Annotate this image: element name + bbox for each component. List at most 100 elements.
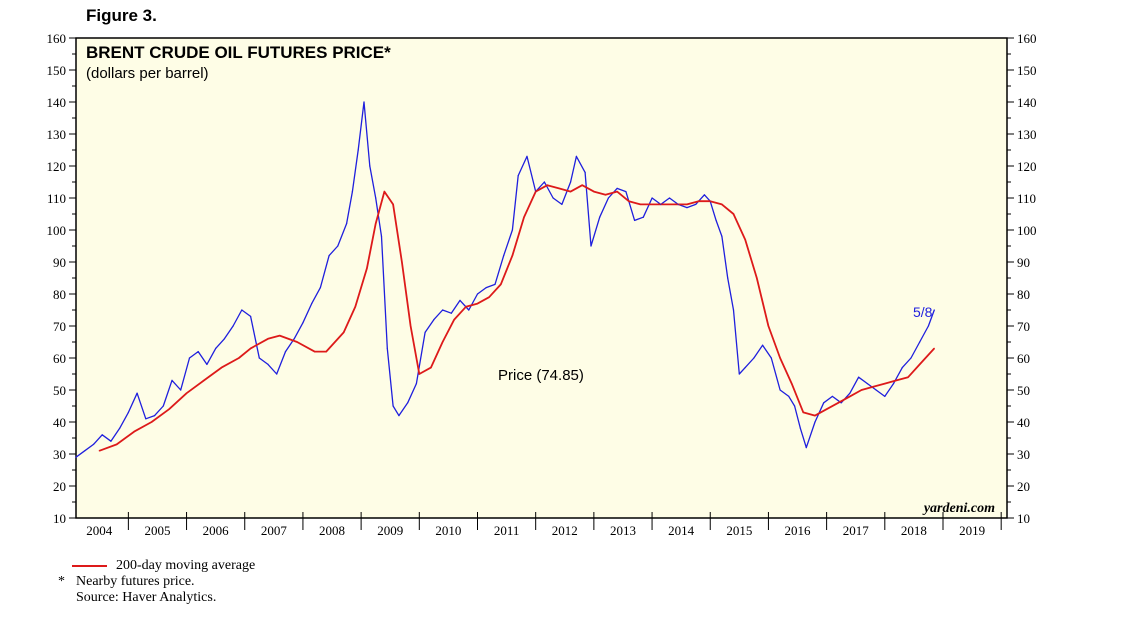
price-point [258,357,260,359]
price-point [441,309,444,311]
y-tick-label-left: 20 [53,479,66,494]
price-point [753,357,755,359]
ma-point [296,341,298,343]
price-point [92,443,95,445]
price-point [241,309,243,311]
x-tick-label: 2010 [435,523,461,538]
ma-point [721,203,723,205]
price-point [849,392,851,394]
ma-point [558,187,560,189]
ma-point [686,203,688,205]
price-point [503,255,505,257]
price-point [668,197,671,199]
ma-point [651,203,653,205]
ma-point [249,347,252,349]
ma-point [168,408,170,410]
ma-point [267,338,269,340]
price-point [642,216,644,218]
price-point [607,197,610,199]
y-tick-label-left: 120 [47,159,67,174]
price-point [517,175,519,177]
price-point [476,293,479,295]
price-point [933,309,935,311]
price-point [794,405,796,407]
x-tick-label: 2018 [901,523,927,538]
ma-point [133,431,135,433]
ma-point [872,386,874,388]
price-point [494,283,496,285]
price-point [351,191,353,193]
y-tick-label-right: 70 [1017,319,1030,334]
ma-point [593,191,595,193]
price-point [677,203,679,205]
figure-label: Figure 3. [86,6,157,25]
ma-point [639,203,642,205]
y-tick-label-right: 80 [1017,287,1030,302]
price-point [686,207,688,209]
price-point [171,379,173,381]
ma-point [354,306,356,308]
price-point [910,357,912,359]
ma-point [709,200,711,202]
plot-area [75,37,1008,519]
ma-point [732,213,735,215]
price-point [459,299,461,301]
ma-point [441,341,444,343]
price-point [84,450,86,452]
ma-point [756,277,758,279]
price-point [215,347,217,349]
ma-point [366,267,368,269]
y-tick-label-right: 150 [1017,63,1037,78]
price-point [369,165,371,167]
ma-point [238,357,240,359]
y-tick-label-right: 120 [1017,159,1037,174]
price-point [127,411,129,413]
price-point [831,395,834,397]
x-tick-label: 2014 [668,523,695,538]
price-point [276,373,278,375]
ma-point [791,383,793,385]
price-point [901,367,903,369]
price-point [732,309,735,311]
ma-point [837,402,839,404]
price-point [584,171,586,173]
ma-point [895,379,898,381]
y-tick-label-left: 10 [53,511,66,526]
price-point [599,216,601,218]
price-point [328,255,330,257]
ma-point [663,203,665,205]
ma-point [744,239,746,241]
price-point [319,287,321,289]
price-point [180,389,182,391]
price-point [375,197,377,199]
ma-point [116,443,118,445]
price-point [380,235,383,237]
y-tick-label-right: 10 [1017,511,1030,526]
footnote-star: * [58,574,65,589]
price-point [424,331,426,333]
price-point [223,338,225,340]
ma-point [203,379,205,381]
ma-point [779,357,781,359]
ma-points [98,184,935,452]
x-axis: 2004 2005 2006 2007 2008 2009 2010 2011 2012 2013… [86,512,1002,538]
y-tick-label-right: 100 [1017,223,1037,238]
x-tick-label: 2016 [785,523,812,538]
y-tick-label-left: 130 [47,127,67,142]
price-point [119,427,121,429]
ma-point [418,373,420,375]
price-point [892,383,895,385]
price-point [744,367,746,369]
ma-point [604,194,607,196]
price-point [721,235,723,237]
x-tick-label: 2005 [144,523,170,538]
price-point [407,402,409,404]
y-tick-label-left: 90 [53,255,66,270]
moving-average-series-line [98,184,935,452]
x-tick-label: 2008 [319,523,345,538]
ma-point [279,335,281,337]
footnote-note: Nearby futures price. [76,574,195,589]
y-tick-label-right: 50 [1017,383,1030,398]
price-point [398,415,400,417]
price-point [197,351,199,353]
